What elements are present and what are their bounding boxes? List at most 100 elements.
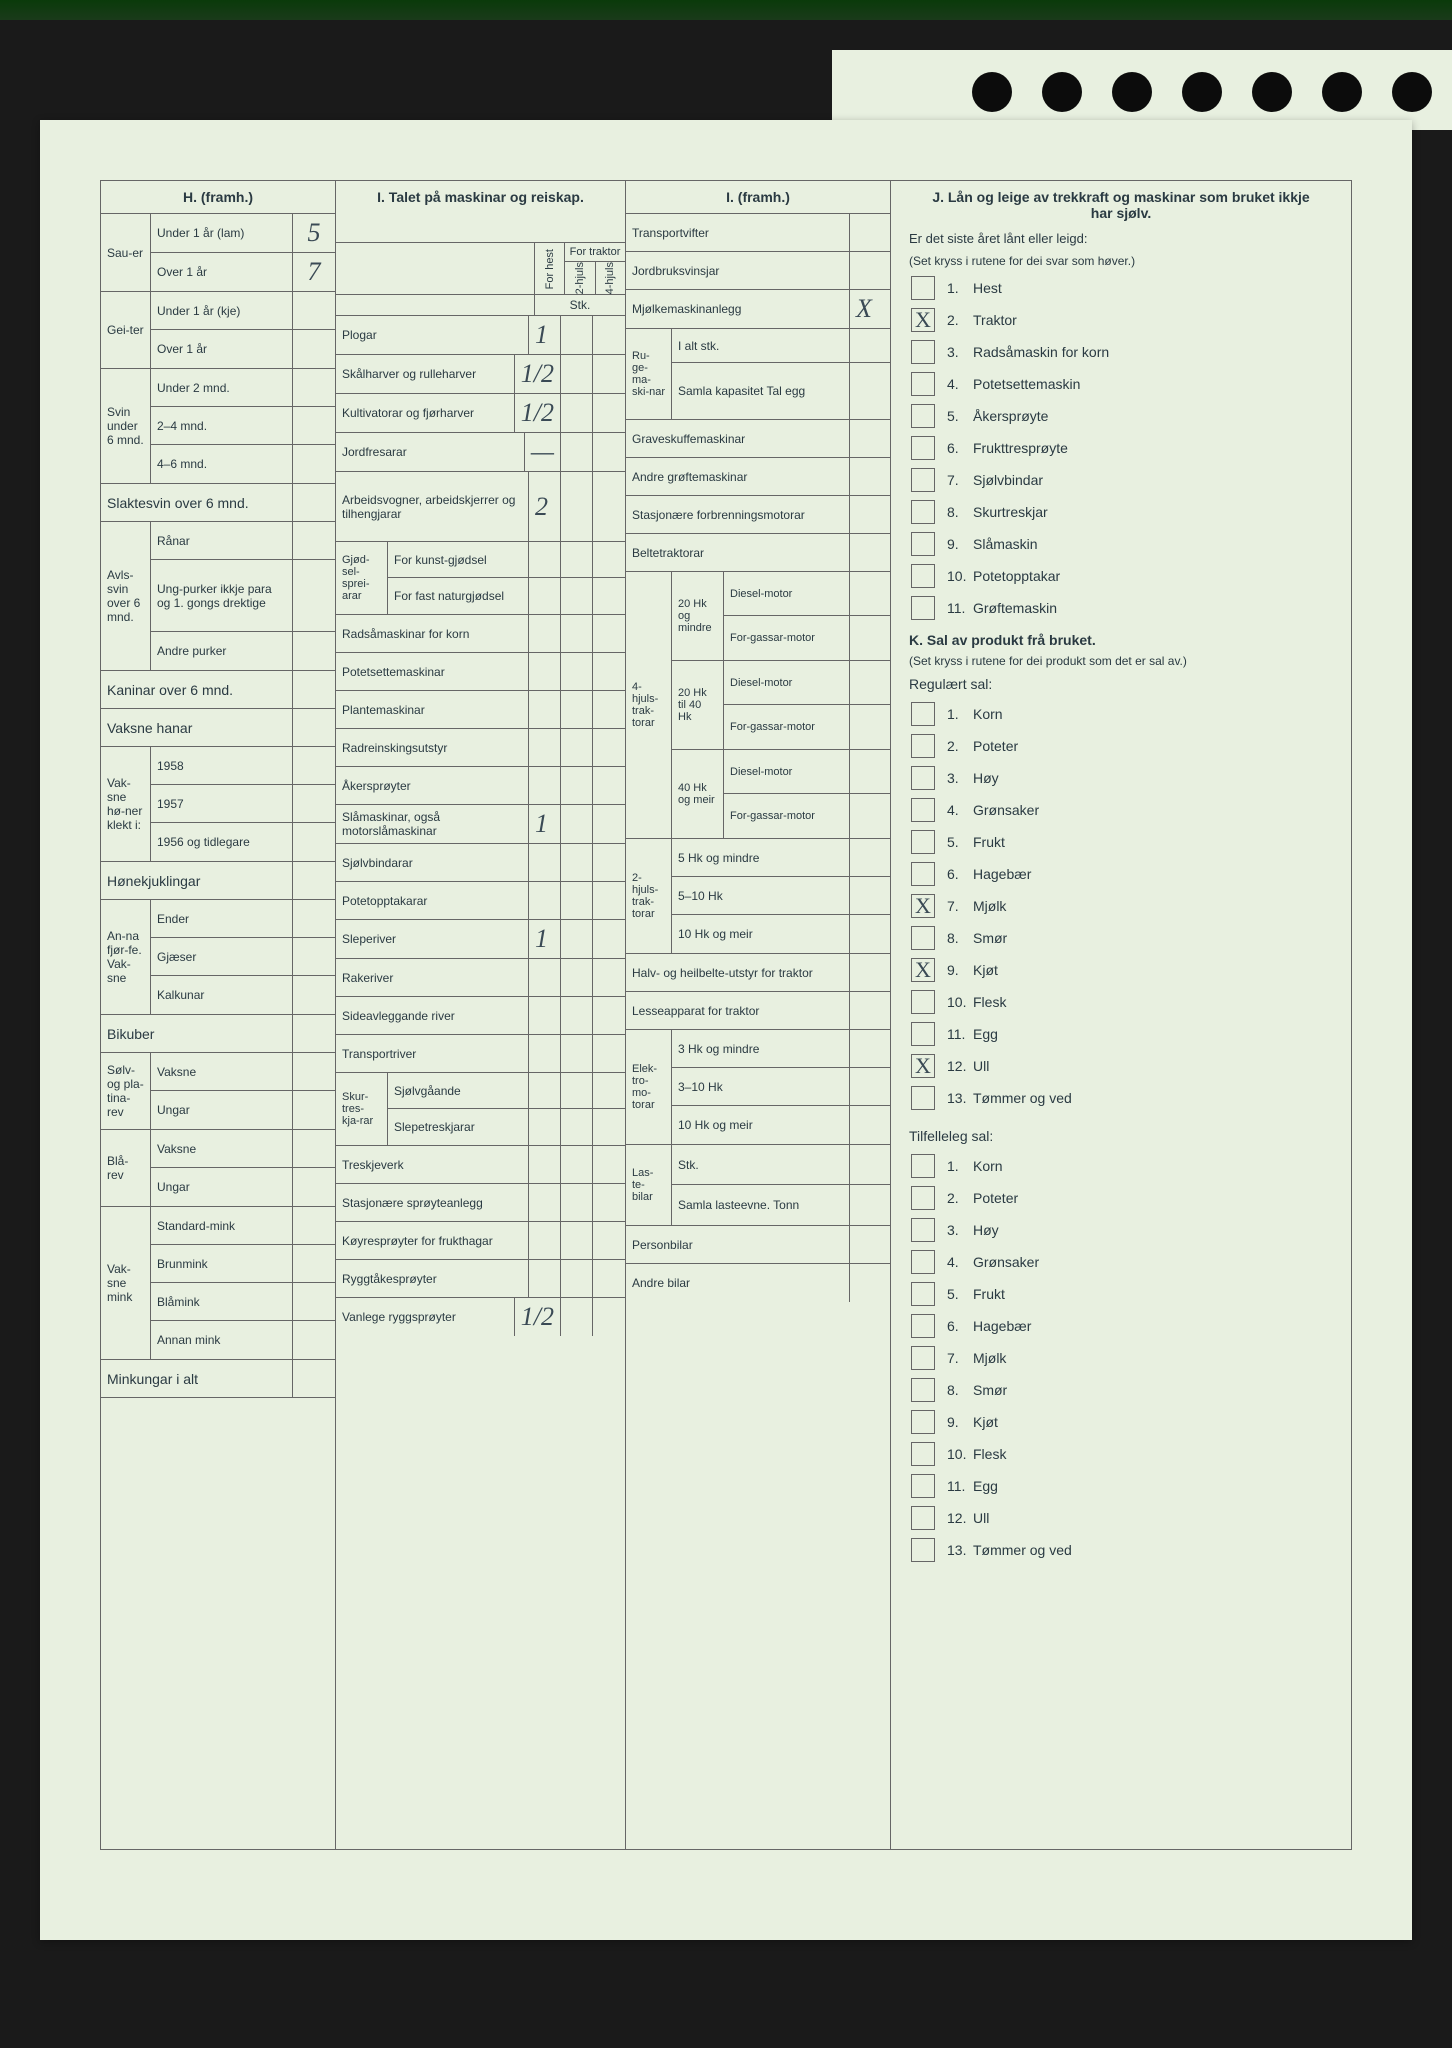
h-subrow: Standard-mink [151,1207,335,1245]
checkbox[interactable] [911,340,935,364]
check-row: 1.Hest [891,272,1351,304]
i2-row: Graveskuffemaskinar [626,420,890,458]
h-value [293,1207,335,1244]
checkbox[interactable] [911,990,935,1014]
i-row: Køyresprøyter for frukthagar [336,1222,625,1260]
i-row: Sleperiver 1 [336,920,625,959]
i2-row: Mjølkemaskinanlegg X [626,290,890,329]
i2-row: Lesseapparat for traktor [626,992,890,1030]
checkbox[interactable] [911,372,935,396]
k-reg-title: Regulært sal: [891,672,1351,698]
h-row: Minkungar i alt [101,1360,335,1398]
checkbox[interactable] [911,926,935,950]
i-row: Treskjeverk [336,1146,625,1184]
checkbox[interactable] [911,1282,935,1306]
i-row: Sjølvbindarar [336,844,625,882]
i-row: Transportriver [336,1035,625,1073]
i-value: 1/2 [515,394,561,432]
i2-tractor2: 2-hjuls-trak-torar 5 Hk og mindre 5–10 H… [626,839,890,954]
i-row: Vanlege ryggsprøyter 1/2 [336,1298,625,1336]
h-value [293,330,335,368]
checkbox[interactable] [911,1474,935,1498]
checkbox[interactable] [911,1314,935,1338]
i-value: — [525,433,561,471]
i-value [529,844,561,881]
checkbox[interactable]: X [911,894,935,918]
h-value [293,823,335,861]
checkbox[interactable] [911,1186,935,1210]
i-row: Radreinskingsutstyr [336,729,625,767]
h-subrow: Vaksne [151,1130,335,1168]
top-dark-strip [0,0,1452,20]
checkbox[interactable] [911,276,935,300]
check-row: 13.Tømmer og ved [891,1082,1351,1114]
check-row: X 2.Traktor [891,304,1351,336]
checkbox[interactable] [911,1022,935,1046]
i2-row: Transportvifter [626,214,890,252]
h-subrow: Under 1 år (lam) 5 [151,214,335,253]
i-row-double: Gjød-sel-sprei-arar For kunst-gjødsel Fo… [336,542,625,615]
check-row: 1.Korn [891,1150,1351,1182]
form-grid: H. (framh.) Sau-er Under 1 år (lam) 5 Ov… [100,180,1352,1850]
h-group: Sau-er Under 1 år (lam) 5 Over 1 år 7 [101,214,335,292]
checkbox[interactable] [911,1538,935,1562]
checkbox[interactable] [911,1218,935,1242]
checkbox[interactable] [911,1346,935,1370]
scanned-page: H. (framh.) Sau-er Under 1 år (lam) 5 Ov… [40,120,1412,1940]
check-row: 6.Hagebær [891,1310,1351,1342]
h-subrow: 4–6 mnd. [151,445,335,483]
i2-row: Stasjonære forbrenningsmotorar [626,496,890,534]
checkbox[interactable] [911,1442,935,1466]
h-subrow: Gjæser [151,938,335,976]
checkbox[interactable] [911,734,935,758]
checkbox[interactable]: X [911,958,935,982]
i2-row: Jordbruksvinsjar [626,252,890,290]
checkbox[interactable] [911,468,935,492]
section-jk: J. Lån og leige av trekkraft og maskinar… [891,181,1351,1849]
checkbox[interactable] [911,564,935,588]
h-value [293,522,335,559]
checkbox[interactable] [911,766,935,790]
checkbox[interactable] [911,1086,935,1110]
checkbox[interactable] [911,862,935,886]
checkbox[interactable] [911,1506,935,1530]
checkbox[interactable] [911,702,935,726]
checkbox[interactable] [911,1410,935,1434]
h-value [293,976,335,1014]
checkbox[interactable] [911,1378,935,1402]
h-row: Hønekjuklingar [101,862,335,900]
i-row: Stasjonære sprøyteanlegg [336,1184,625,1222]
checkbox[interactable] [911,1154,935,1178]
h-value [293,1321,335,1359]
checkbox[interactable] [911,436,935,460]
check-row: 7.Sjølvbindar [891,464,1351,496]
i-row: Ryggtåkesprøyter [336,1260,625,1298]
checkbox[interactable] [911,596,935,620]
checkbox[interactable] [911,798,935,822]
h-value [293,369,335,406]
i-row: Potetsettemaskinar [336,653,625,691]
i-value [529,1260,561,1297]
h-row: Kaninar over 6 mnd. [101,671,335,709]
h-subrow: Blåmink [151,1283,335,1321]
check-row: 10.Flesk [891,1438,1351,1470]
h-value [293,1283,335,1320]
checkbox[interactable] [911,500,935,524]
i-value [529,691,561,728]
checkbox[interactable]: X [911,308,935,332]
h-value [293,1245,335,1282]
h-value [293,785,335,822]
checkbox[interactable]: X [911,1054,935,1078]
checkbox[interactable] [911,404,935,428]
check-row: X 12.Ull [891,1050,1351,1082]
checkbox[interactable] [911,1250,935,1274]
i-value: 1/2 [515,1298,561,1336]
h-row: Slaktesvin over 6 mnd. [101,484,335,522]
checkbox[interactable] [911,830,935,854]
j-list: 1.Hest X 2.Traktor 3.Radsåmaskin for kor… [891,272,1351,624]
h-subrow: 2–4 mnd. [151,407,335,445]
h-group: Svin under 6 mnd. Under 2 mnd. 2–4 mnd. … [101,369,335,484]
checkbox[interactable] [911,532,935,556]
h-value: 5 [293,214,335,252]
check-row: 4.Grønsaker [891,794,1351,826]
